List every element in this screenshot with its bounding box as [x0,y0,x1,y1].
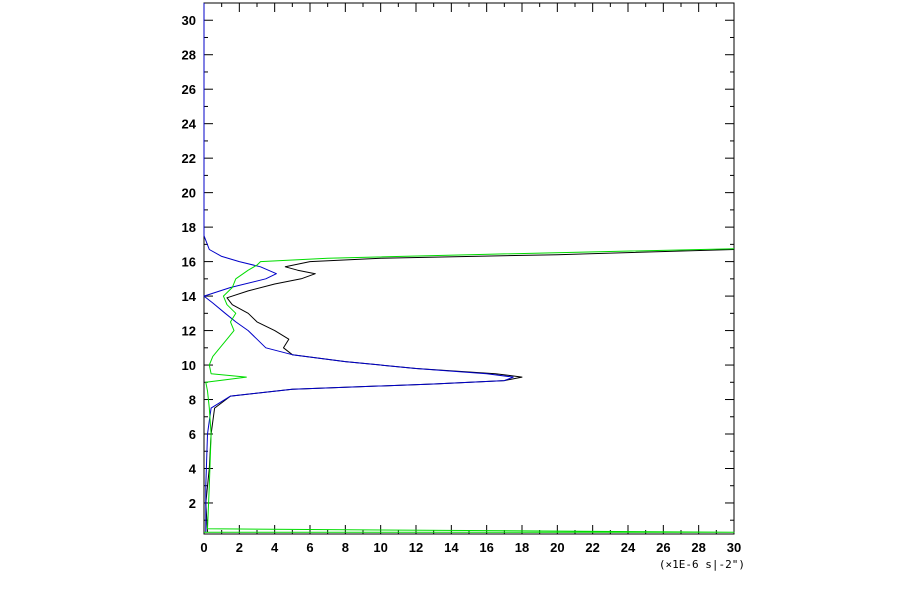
plot-frame-group [203,2,735,535]
x-tick-label: 26 [656,540,670,555]
x-tick-label: 10 [373,540,387,555]
series-line-1 [205,249,735,533]
x-tick-label: 14 [444,540,459,555]
x-axis-unit-label: (×1E-6 s|-2") [659,558,745,571]
series-line-3 [204,248,735,533]
x-tick-label: 30 [727,540,741,555]
x-tick-label: 2 [236,540,243,555]
plot-frame [203,2,735,535]
x-tick-label: 22 [585,540,599,555]
x-tick-label: 16 [479,540,493,555]
y-tick-label: 16 [182,255,196,270]
y-tick-label: 18 [182,220,196,235]
y-tick-label: 12 [182,324,196,339]
y-tick-label: 28 [182,48,196,63]
x-tick-label: 6 [306,540,313,555]
x-axis-tick-labels: 0 2 4 6 8 10 12 14 16 18 20 22 24 26 28 30 [200,540,741,555]
y-tick-label: 10 [182,358,196,373]
x-tick-label: 20 [550,540,564,555]
y-tick-label: 2 [189,496,196,511]
x-tick-label: 18 [515,540,529,555]
y-tick-label: 22 [182,151,196,166]
x-tick-label: 4 [271,540,279,555]
y-axis-ticks [204,19,734,521]
y-tick-label: 4 [189,461,197,476]
y-tick-label: 14 [182,289,197,304]
x-tick-label: 12 [409,540,423,555]
x-tick-label: 24 [621,540,636,555]
x-axis-ticks [203,3,735,534]
y-tick-label: 6 [189,427,196,442]
x-tick-label: 28 [691,540,705,555]
y-tick-label: 8 [189,393,196,408]
y-tick-label: 24 [182,117,197,132]
x-tick-label: 0 [200,540,207,555]
y-tick-label: 30 [182,13,196,28]
x-tick-label: 8 [342,540,349,555]
y-tick-label: 20 [182,186,196,201]
series-line-2 [203,3,514,533]
series-layer [203,3,735,533]
y-tick-label: 26 [182,82,196,97]
